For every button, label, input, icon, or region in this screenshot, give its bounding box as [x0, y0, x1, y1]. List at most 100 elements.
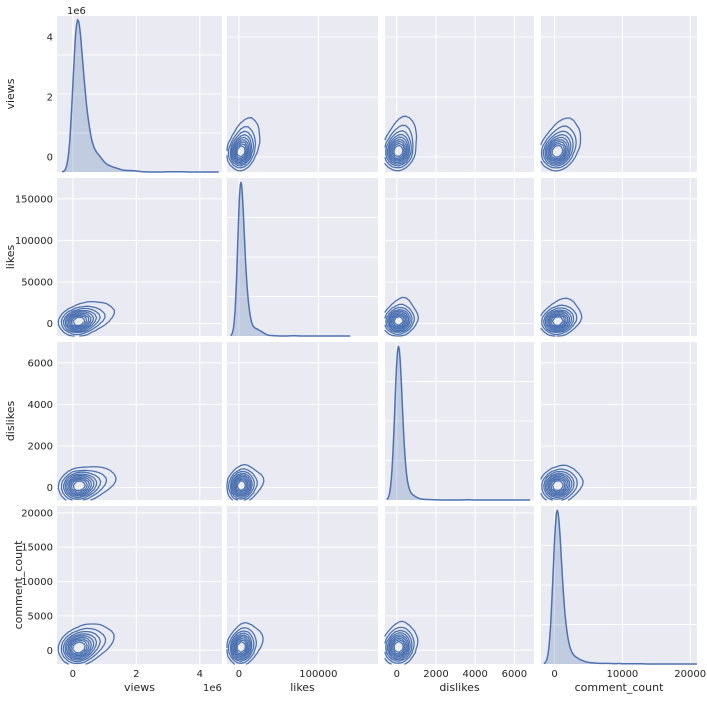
kde-contour-level: [545, 136, 570, 164]
y-tick-label-dislikes: 4000: [28, 400, 53, 411]
kde-contour-level: [384, 626, 415, 664]
kde-contour-level: [547, 475, 569, 496]
x-axis-label-dislikes: dislikes: [439, 681, 480, 694]
kde-contour-level: [386, 308, 411, 332]
kde-contour-level: [229, 470, 255, 500]
y-tick-label-likes: 50000: [21, 277, 53, 288]
kde-contours-dislikes-vs-likes: [226, 463, 265, 501]
kde-contour-level: [69, 313, 90, 329]
x-tick-label-dislikes: 2000: [423, 669, 448, 680]
kde-fill-views: [61, 20, 219, 172]
kde-contour-level: [393, 144, 404, 158]
kde-contour-level: [72, 480, 86, 492]
x-tick-label-likes: 0: [236, 669, 242, 680]
kde-contour-level: [550, 478, 566, 493]
kde-contour-level: [392, 639, 406, 655]
kde-contour-level: [544, 309, 573, 332]
x-tick-label-dislikes: 4000: [462, 669, 487, 680]
kde-contour-level: [70, 478, 88, 493]
kde-contour-level: [68, 638, 90, 657]
kde-contour-level: [543, 470, 575, 500]
kde-contour-level: [384, 620, 419, 665]
y-axis-label-comment_count: comment_count: [12, 540, 25, 629]
kde-contour-level: [236, 145, 246, 158]
x-tick-label-comment_count: 20000: [674, 669, 706, 680]
kde-contours-views-vs-likes: [226, 117, 261, 172]
kde-contour-level: [234, 141, 249, 161]
x-tick-label-views: 0: [70, 669, 76, 680]
kde-contour-level: [236, 480, 247, 492]
kde-contour-level: [60, 305, 106, 336]
kde-contours-views-vs-comment_count: [540, 117, 582, 172]
kde-contour-level: [541, 468, 578, 501]
kde-contours-likes-vs-comment_count: [540, 297, 583, 337]
kde-contour-level: [69, 477, 91, 495]
kde-contour-level: [234, 477, 249, 494]
y-axis-label-dislikes: dislikes: [4, 401, 17, 442]
kde-contour-level: [64, 633, 98, 661]
y-tick-label-dislikes: 6000: [28, 358, 53, 369]
kde-contour-level: [227, 125, 257, 169]
kde-contour-level: [389, 635, 409, 658]
kde-contour-level: [384, 115, 418, 172]
kde-contour-level: [547, 312, 569, 330]
kde-contour-level: [550, 314, 566, 328]
kde-contour-level: [548, 313, 567, 329]
kde-contours-likes-vs-dislikes: [384, 296, 420, 337]
kde-contour-level: [542, 130, 574, 167]
kde-contour-level: [231, 634, 252, 659]
kde-contour-level: [384, 303, 416, 335]
kde-contour-level: [62, 307, 101, 334]
kde-contour-level: [230, 472, 253, 499]
kde-contour-level: [57, 300, 116, 337]
kde-contour-level: [227, 627, 258, 664]
kde-contour-level: [547, 139, 568, 163]
kde-contour-level: [72, 641, 86, 654]
kde-contour-level: [70, 639, 88, 655]
kde-contour-level: [60, 469, 108, 501]
kde-curve-comment_count: [543, 509, 697, 665]
y-tick-label-views: 2: [47, 93, 53, 104]
y-tick-label-comment_count: 20000: [21, 508, 53, 519]
panel-views-likes: [227, 16, 378, 172]
x-tick-label-comment_count: 10000: [606, 669, 638, 680]
kde-contour-level: [388, 136, 409, 164]
y-axis-label-views: views: [4, 78, 17, 109]
x-axis-label-likes: likes: [290, 681, 315, 694]
kde-contour-level: [72, 316, 86, 327]
kde-contour-level: [385, 630, 413, 662]
y-tick-label-views: 4: [47, 33, 53, 44]
kde-contours-dislikes-vs-views: [57, 465, 117, 501]
kde-contour-level: [385, 130, 412, 167]
kde-contours-dislikes-vs-comment_count: [540, 464, 584, 501]
y-tick-label-comment_count: 5000: [28, 611, 53, 622]
y-tick-label-comment_count: 0: [47, 646, 53, 657]
kde-contour-level: [384, 296, 420, 337]
x-tick-label-dislikes: 6000: [502, 669, 527, 680]
kde-contour-level: [388, 634, 410, 659]
kde-contour-level: [551, 316, 564, 326]
kde-contour-level: [390, 313, 407, 329]
kde-contour-level: [551, 144, 564, 158]
y-tick-label-likes: 100000: [15, 236, 53, 247]
kde-contour-level: [57, 623, 115, 665]
kde-contours-views-vs-dislikes: [384, 115, 418, 172]
kde-contour-level: [229, 630, 255, 663]
kde-contour-level: [67, 636, 92, 658]
kde-contour-level: [541, 304, 578, 336]
panel-likes-views: [57, 178, 222, 336]
kde-contours-comment_count-vs-dislikes: [384, 620, 419, 665]
kde-contour-level: [546, 474, 571, 497]
kde-contour-level: [65, 635, 95, 660]
kde-contour-level: [227, 468, 258, 501]
kde-contour-level: [231, 136, 251, 164]
kde-contour-level: [551, 480, 564, 491]
kde-contour-level: [230, 133, 253, 165]
kde-contour-level: [544, 472, 573, 499]
kde-contour-level: [548, 140, 567, 161]
kde-contour-level: [384, 124, 414, 169]
kde-contour-level: [233, 475, 251, 496]
kde-contour-level: [390, 140, 407, 161]
kde-contour-level: [232, 474, 252, 497]
